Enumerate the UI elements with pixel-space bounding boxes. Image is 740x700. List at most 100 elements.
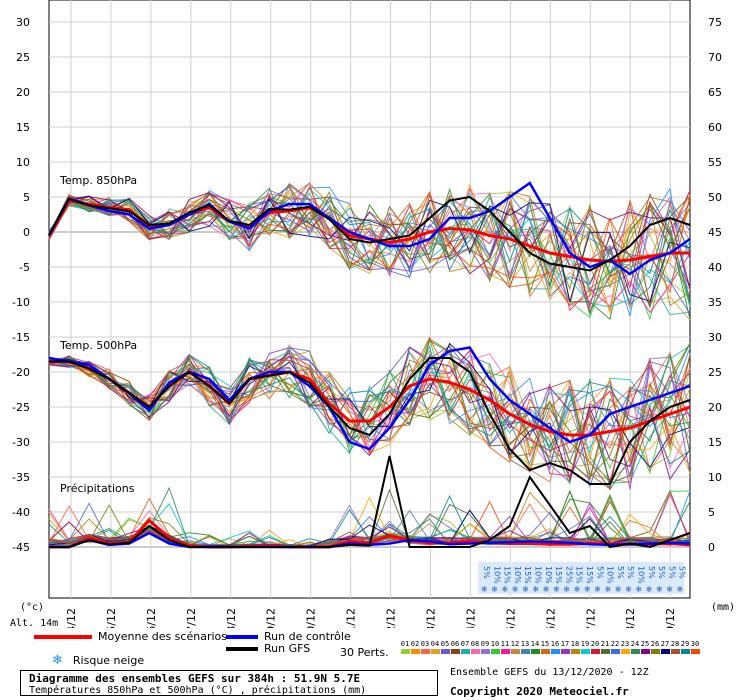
y-tick-right: 20 [708,401,722,414]
x-tick-label: 23/12 [424,608,437,628]
run-label: Ensemble GEFS du 13/12/2020 - 12Z [450,667,649,678]
perturbation-number: 15 [540,640,550,648]
gfs-swatch [226,646,258,651]
perturbation-number: 11 [500,640,510,648]
perturbation-legend-item: 22 [610,640,620,654]
perturbation-swatch [470,649,480,654]
snowflake-icon: ❄ [615,585,622,594]
perturbations-label: 30 Perts. [340,646,389,659]
perturbation-swatch [400,649,410,654]
series-line [49,357,691,485]
perturbation-swatch [620,649,630,654]
y-tick-left: -45 [12,541,30,554]
perturbation-swatch [640,649,650,654]
perturbation-number: 16 [550,640,560,648]
perturbation-swatch [660,649,670,654]
legend-snow-label: Risque neige [72,654,145,667]
perturbation-number: 26 [650,640,660,648]
perturbation-swatch [460,649,470,654]
y-tick-right: 25 [708,366,722,379]
perturbation-number: 18 [570,640,580,648]
snowflake-icon: ❄ [656,585,663,594]
perturbation-legend-item: 05 [440,640,450,654]
perturbation-swatch [500,649,510,654]
y-tick-right: 5 [708,506,715,519]
perturbation-line [48,186,691,315]
perturbation-number: 28 [670,640,680,648]
perturbation-legend-item: 13 [520,640,530,654]
perturbation-line [48,343,691,480]
snow-risk-percent: 25% [564,566,573,584]
perturbation-swatch [440,649,450,654]
snow-risk-percent: 5% [482,566,491,579]
perturbation-number: 03 [420,640,430,648]
x-tick-label: 21/12 [345,608,358,628]
run-info: Ensemble GEFS du 13/12/2020 - 12Z Copyri… [450,666,649,698]
perturbation-number: 20 [590,640,600,648]
snow-risk-percent: 10% [544,566,553,584]
y-tick-left: -35 [12,471,30,484]
y-tick-right: 65 [708,86,722,99]
snowflake-icon: ❄ [666,585,673,594]
perturbation-number: 12 [510,640,520,648]
perturbation-number: 10 [490,640,500,648]
perturbation-swatch [410,649,420,654]
x-tick-label: 18/12 [225,608,238,628]
snowflake-icon: ❄ [543,585,550,594]
snow-risk-percent: 15% [575,566,584,584]
perturbation-number: 22 [610,640,620,648]
perturbation-number: 02 [410,640,420,648]
legend-mean-label: Moyenne des scénarios [98,630,227,643]
perturbation-legend-item: 09 [480,640,490,654]
perturbation-number: 08 [470,640,480,648]
x-tick-label: 17/12 [185,608,198,628]
perturbation-swatch [610,649,620,654]
chart-info-box: Diagramme des ensembles GEFS sur 384h : … [20,670,438,696]
perturbation-legend-item: 14 [530,640,540,654]
x-tick-label: 27/12 [584,608,597,628]
perturbation-legend-item: 30 [690,640,700,654]
snowflake-icon: ❄ [491,585,498,594]
chart-title: Diagramme des ensembles GEFS sur 384h : … [29,672,361,685]
series-line [47,181,691,276]
y-tick-right: 30 [708,331,722,344]
y-tick-left: -5 [19,261,30,274]
y-tick-right: 0 [708,541,715,554]
snow-risk-percent: 10% [513,566,522,584]
y-tick-right: 10 [708,471,722,484]
legend-control-label: Run de contrôle [264,630,351,643]
x-tick-label: 14/12 [65,608,78,628]
legend-mean: Moyenne des scénarios [34,630,227,643]
perturbation-legend-item: 21 [600,640,610,654]
y-tick-right: 60 [708,121,722,134]
perturbation-line [48,187,691,321]
x-tick-label: 20/12 [305,608,318,628]
legend-gfs: Run GFS [226,642,310,655]
perturbation-legend-item: 28 [670,640,680,654]
chart-subtitle: Températures 850hPa et 500hPa (°C) , pré… [29,685,367,696]
snow-risk-percent: 10% [492,566,501,584]
control-swatch [226,634,258,639]
x-tick-label: 15/12 [105,608,118,628]
perturbation-swatch [490,649,500,654]
perturbation-legend-item: 23 [620,640,630,654]
snowflake-icon: ❄ [522,585,529,594]
perturbation-line [48,349,691,490]
perturbation-swatch [580,649,590,654]
perturbation-line [48,509,691,547]
y-tick-left: -30 [12,436,30,449]
perturbations-legend: 01 02 03 04 05 06 07 08 09 10 11 12 13 14 15 16 17 18 19 20… [400,640,700,654]
x-tick-label: 29/12 [664,608,677,628]
perturbation-swatch [600,649,610,654]
snow-risk-percent: 15% [523,566,532,584]
section-t850: Temp. 850hPa [59,174,137,187]
x-tick-label: 26/12 [544,608,557,628]
y-tick-left: 30 [16,16,30,29]
perturbation-number: 04 [430,640,440,648]
perturbation-legend-item: 19 [580,640,590,654]
perturbation-swatch [560,649,570,654]
snowflake-icon: ❄ [481,585,488,594]
snowflake-icon: ❄ [605,585,612,594]
left-unit: (°c) [20,602,44,613]
